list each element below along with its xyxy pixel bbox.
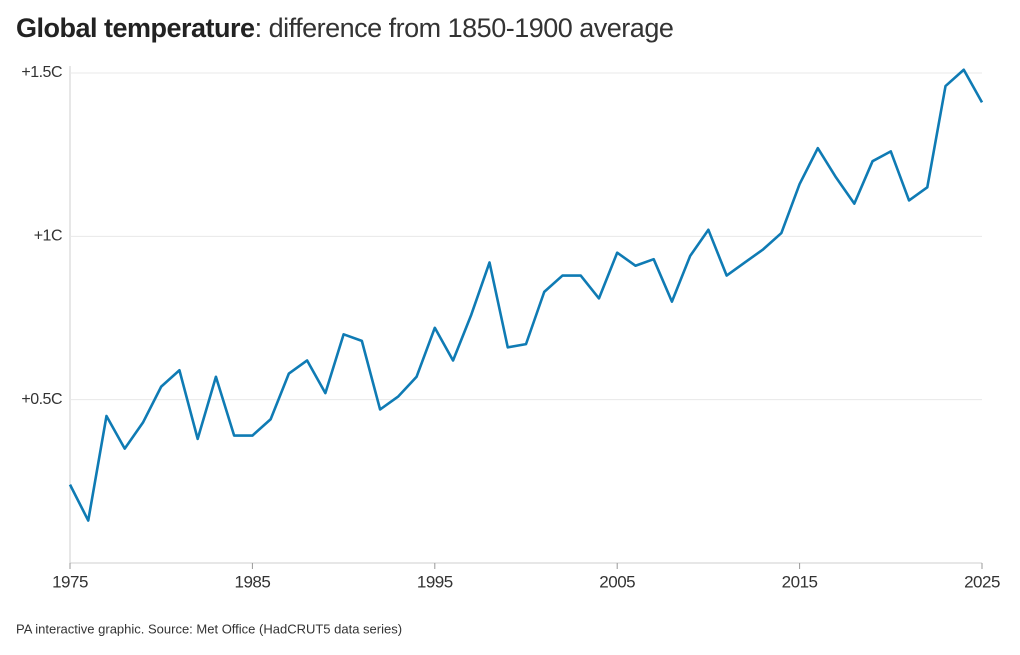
chart-title-bold: Global temperature	[16, 13, 255, 43]
chart-title: Global temperature: difference from 1850…	[16, 13, 673, 43]
y-tick-label: +0.5C	[21, 391, 62, 408]
source-note: PA interactive graphic. Source: Met Offi…	[16, 621, 402, 636]
x-tick-label: 1985	[234, 572, 270, 591]
x-tick-label: 1975	[52, 572, 88, 591]
x-tick-label: 1995	[417, 572, 453, 591]
x-tick-label: 2025	[964, 572, 1000, 591]
chart-title-rest: : difference from 1850-1900 average	[255, 13, 674, 43]
y-tick-label: +1C	[34, 228, 62, 245]
x-tick-label: 2005	[599, 572, 635, 591]
y-tick-label: +1.5C	[21, 64, 62, 81]
x-tick-label: 2015	[782, 572, 818, 591]
data-line	[68, 68, 984, 522]
